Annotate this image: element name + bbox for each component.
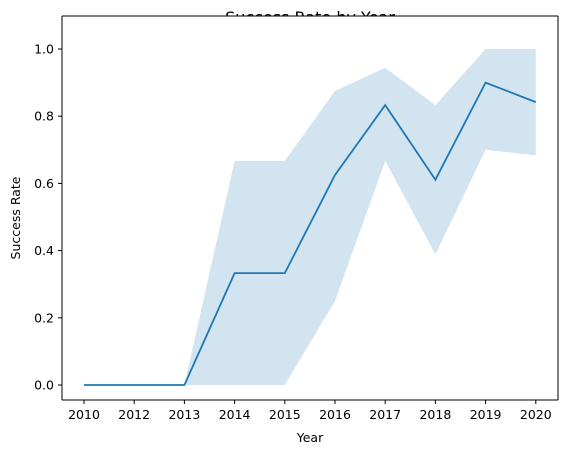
y-tick-label: 0.2: [34, 310, 54, 325]
x-tick-label: 2015: [269, 407, 301, 422]
x-tick-label: 2019: [470, 407, 502, 422]
y-tick-label: 0.0: [34, 378, 54, 393]
x-axis-label: Year: [296, 430, 324, 445]
x-tick-label: 2012: [118, 407, 150, 422]
confidence-band: [84, 49, 536, 385]
x-tick-label: 2014: [219, 407, 251, 422]
y-tick-label: 0.4: [34, 243, 54, 258]
y-axis-label: Success Rate: [8, 176, 23, 259]
y-axis-ticks: 0.0 0.2 0.4 0.6 0.8 1.0: [34, 42, 62, 393]
x-axis-ticks: 2010 2012 2013 2014 2015 2016 2017 2018 2019 2020: [68, 400, 552, 422]
x-tick-label: 2010: [68, 407, 100, 422]
x-tick-label: 2017: [369, 407, 401, 422]
series-line: [84, 81, 537, 386]
x-tick-label: 2020: [520, 407, 552, 422]
x-tick-label: 2016: [319, 407, 351, 422]
y-tick-label: 0.6: [34, 176, 54, 191]
axes-frame: [61, 15, 559, 401]
x-tick-label: 2018: [419, 407, 451, 422]
plot-area: [62, 16, 558, 400]
y-tick-label: 0.8: [34, 109, 54, 124]
x-tick-label: 2013: [168, 407, 200, 422]
y-tick-label: 1.0: [34, 42, 54, 57]
plot-background: [62, 16, 558, 400]
